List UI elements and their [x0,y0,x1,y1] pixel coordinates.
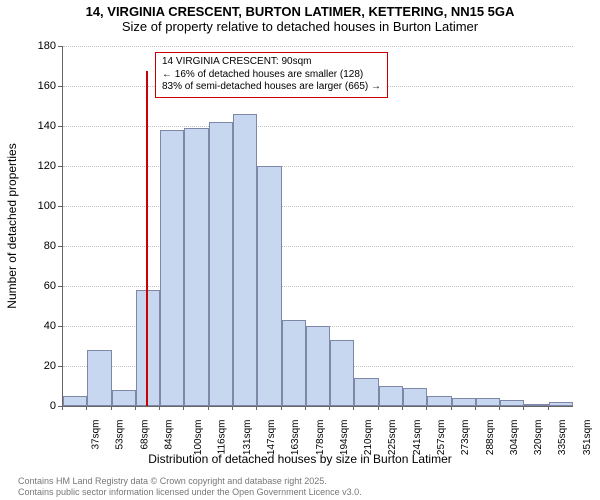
y-tick-label: 20 [6,360,56,372]
bar [233,114,257,406]
bar [379,386,403,406]
callout-line-2: ← 16% of detached houses are smaller (12… [162,69,381,82]
chart-container: { "chart": { "type": "histogram", "title… [0,0,600,500]
x-tick-label: 273sqm [460,420,471,456]
x-tick-label: 210sqm [363,420,374,456]
bar [476,398,500,406]
bar [452,398,476,406]
y-tick-label: 40 [6,320,56,332]
y-tick-label: 80 [6,240,56,252]
title-line-2: Size of property relative to detached ho… [0,19,600,34]
bar [160,130,184,406]
gridline [63,246,573,247]
bar [136,290,160,406]
bar [282,320,306,406]
footer-line-2: Contains public sector information licen… [18,487,362,498]
x-tick-label: 53sqm [115,420,126,450]
bar [330,340,354,406]
bar [112,390,136,406]
callout-box: 14 VIRGINIA CRESCENT: 90sqm ← 16% of det… [155,52,388,98]
x-tick-label: 37sqm [91,420,102,450]
callout-line-3: 83% of semi-detached houses are larger (… [162,81,381,94]
x-axis-label: Distribution of detached houses by size … [0,452,600,466]
x-tick-label: 304sqm [509,420,520,456]
chart-title: 14, VIRGINIA CRESCENT, BURTON LATIMER, K… [0,4,600,34]
x-tick-label: 163sqm [290,420,301,456]
bar [257,166,281,406]
bar [427,396,451,406]
reference-marker [146,71,148,406]
footer: Contains HM Land Registry data © Crown c… [18,476,362,498]
x-tick-label: 288sqm [485,420,496,456]
x-tick-label: 257sqm [436,420,447,456]
bar [209,122,233,406]
bar [63,396,87,406]
x-tick-label: 100sqm [193,420,204,456]
bar [549,402,573,406]
y-tick-label: 120 [6,160,56,172]
title-line-1: 14, VIRGINIA CRESCENT, BURTON LATIMER, K… [0,4,600,19]
bar [184,128,208,406]
x-tick-label: 178sqm [315,420,326,456]
gridline [63,126,573,127]
y-tick-label: 180 [6,40,56,52]
x-tick-label: 68sqm [139,420,150,450]
bar [87,350,111,406]
x-tick-label: 351sqm [582,420,593,456]
x-tick-label: 335sqm [558,420,569,456]
gridline [63,286,573,287]
bar [524,404,548,406]
bar [403,388,427,406]
callout-line-1: 14 VIRGINIA CRESCENT: 90sqm [162,56,381,69]
y-tick-label: 0 [6,400,56,412]
x-tick-label: 225sqm [388,420,399,456]
gridline [63,206,573,207]
bar [306,326,330,406]
x-tick-label: 131sqm [242,420,253,456]
bar [354,378,378,406]
x-tick-label: 320sqm [533,420,544,456]
y-tick-label: 160 [6,80,56,92]
x-tick-label: 194sqm [339,420,350,456]
y-tick-label: 100 [6,200,56,212]
x-tick-label: 116sqm [217,420,228,455]
gridline [63,46,573,47]
bar [500,400,524,406]
y-tick-label: 140 [6,120,56,132]
x-tick-label: 84sqm [163,420,174,450]
x-tick-label: 147sqm [266,420,277,456]
x-tick-label: 241sqm [412,420,423,456]
y-tick-label: 60 [6,280,56,292]
gridline [63,166,573,167]
plot-area: 14 VIRGINIA CRESCENT: 90sqm ← 16% of det… [62,46,573,407]
footer-line-1: Contains HM Land Registry data © Crown c… [18,476,362,487]
